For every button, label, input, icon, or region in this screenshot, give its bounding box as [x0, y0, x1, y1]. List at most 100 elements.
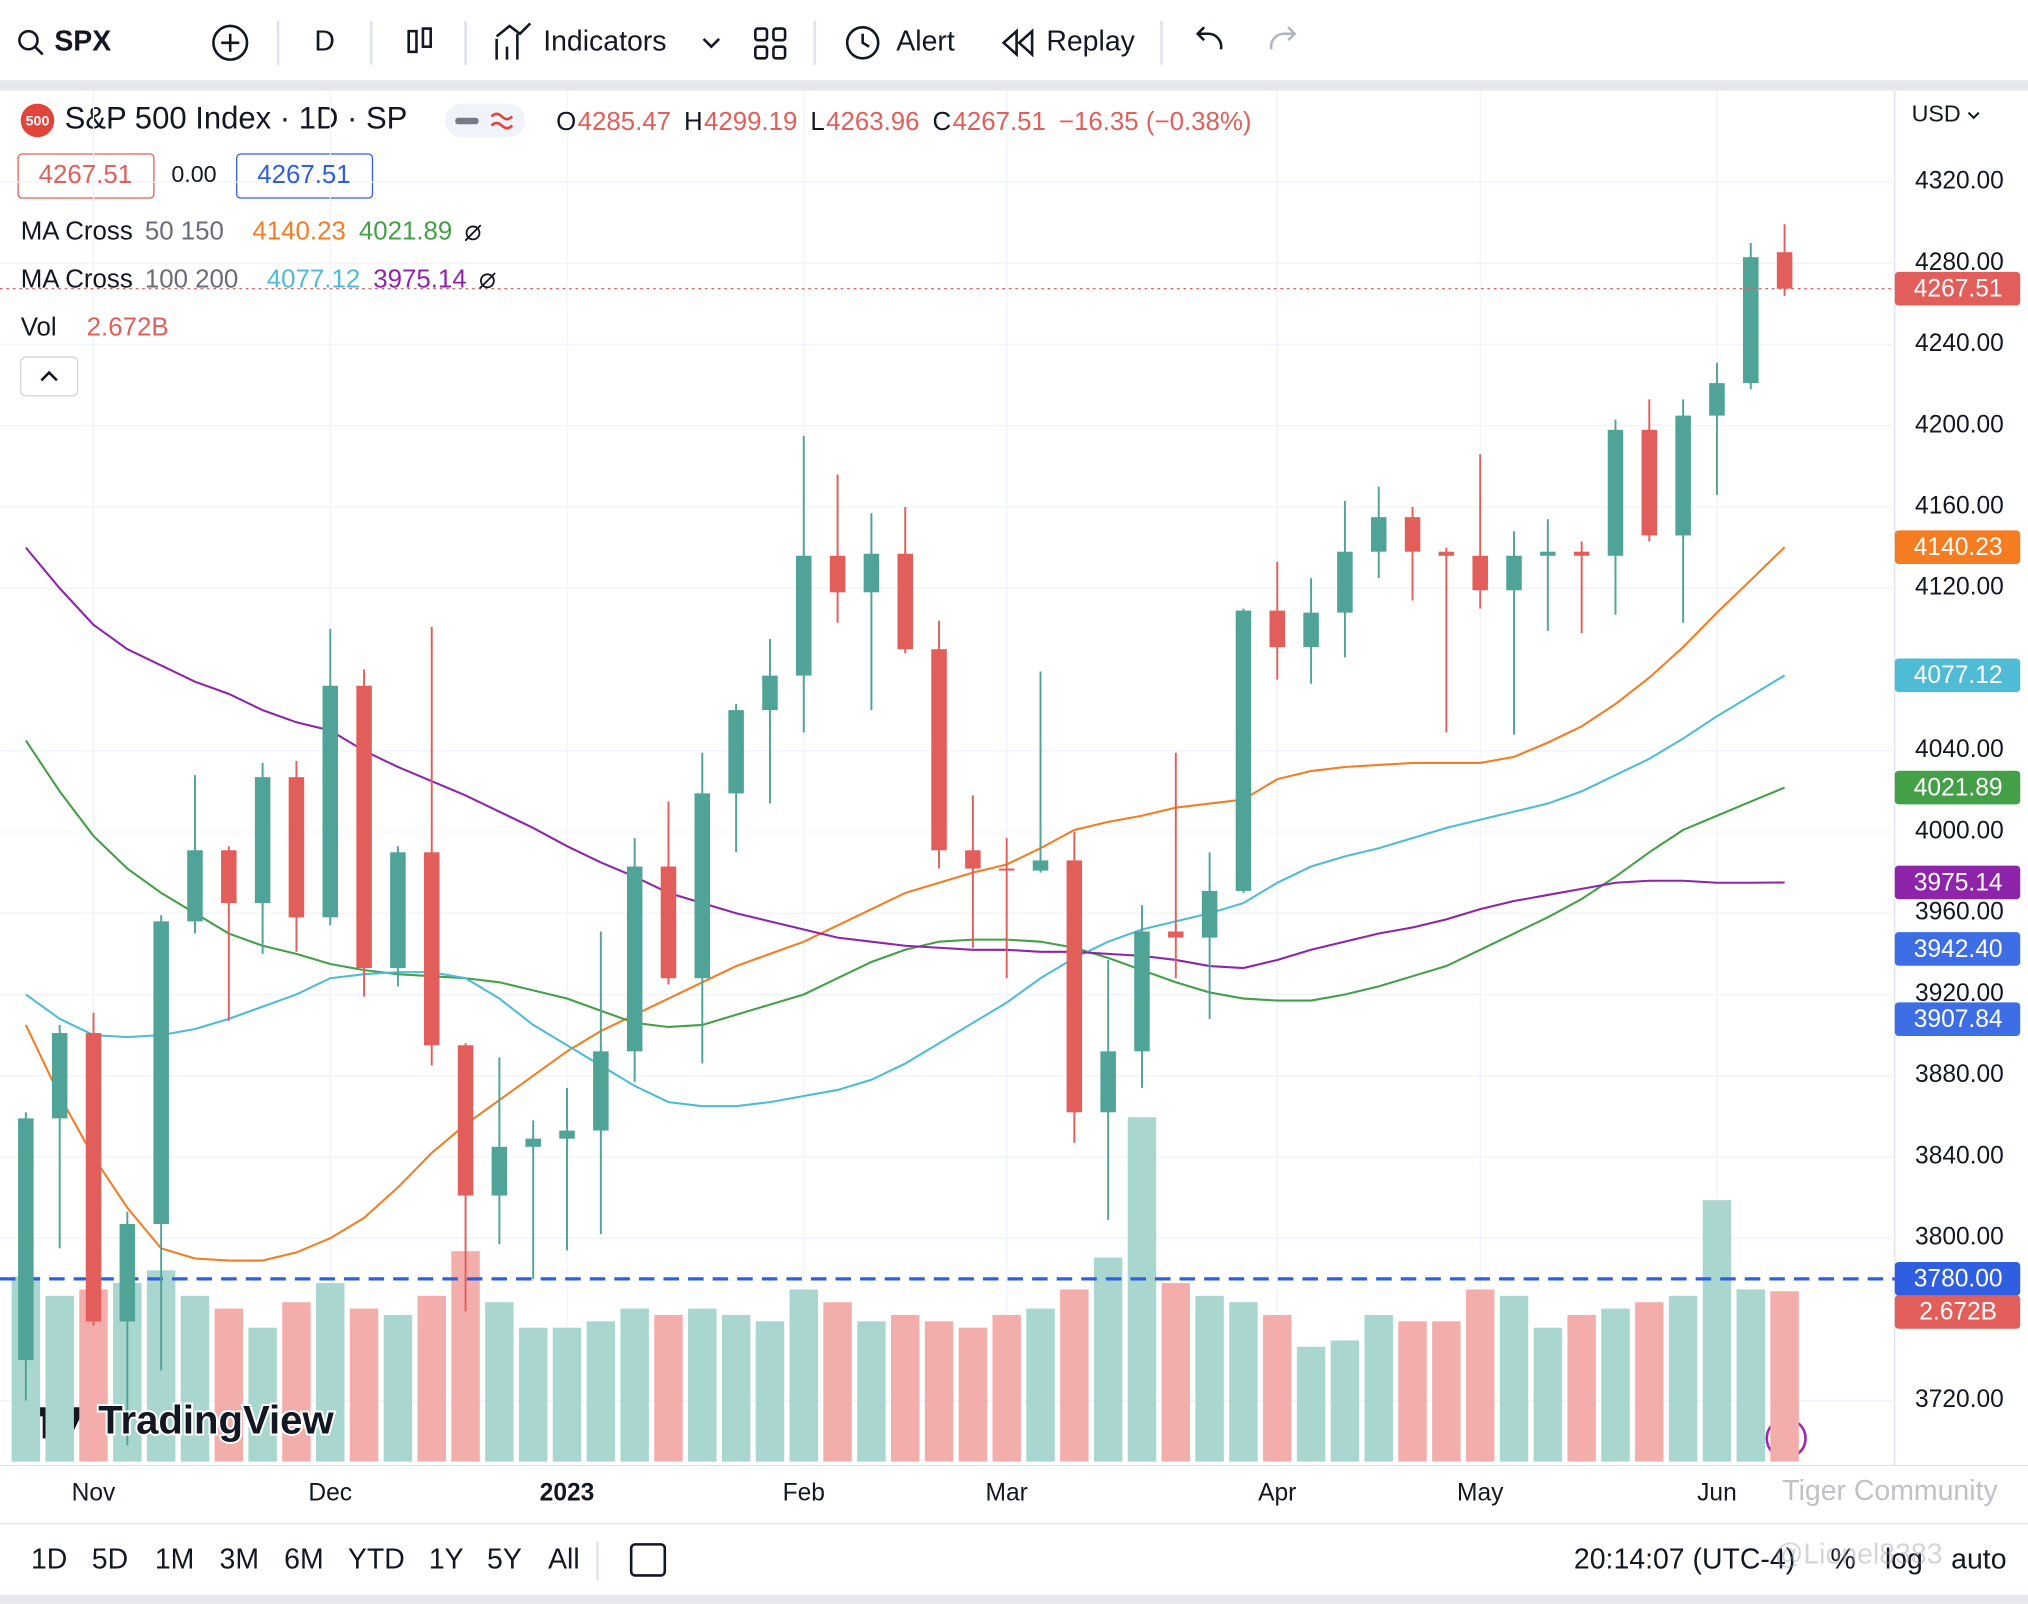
ohlc-label: O: [556, 108, 576, 136]
volume-bar: [1499, 1295, 1529, 1462]
range-button[interactable]: 1D: [31, 1544, 67, 1576]
undo-icon[interactable]: [1195, 26, 1223, 50]
volume-bar: [45, 1295, 74, 1462]
hide-icon: [465, 225, 481, 241]
status-dash: [455, 117, 479, 125]
volume-bar: [1093, 1257, 1123, 1462]
interval[interactable]: D: [314, 25, 335, 57]
volume-bar: [1060, 1289, 1089, 1462]
add-symbol-button[interactable]: [212, 24, 249, 61]
brand: TradingView: [98, 1398, 334, 1442]
price-change: −16.35 (−0.38%): [1059, 108, 1252, 136]
ohlc-label: H: [684, 108, 703, 136]
price-tag-label: 3907.84: [1914, 1006, 2003, 1033]
volume-bar: [1364, 1314, 1393, 1462]
volume-bar: [1601, 1308, 1630, 1462]
replay-icon[interactable]: [1001, 28, 1034, 58]
auto-toggle[interactable]: auto: [1951, 1544, 2006, 1576]
volume-bar: [721, 1314, 751, 1462]
candle-body: [1303, 612, 1319, 648]
range-button[interactable]: 5Y: [487, 1544, 522, 1576]
indicators-chevron[interactable]: [702, 37, 721, 49]
range-button[interactable]: 3M: [220, 1544, 260, 1576]
volume-bar: [383, 1314, 413, 1462]
candle-body: [1776, 252, 1793, 289]
indicators-button[interactable]: Indicators: [543, 25, 666, 57]
range-button[interactable]: All: [548, 1544, 580, 1576]
candle-icon[interactable]: [407, 29, 418, 54]
price-tag-label: 3780.00: [1914, 1266, 2003, 1293]
candle-body: [1100, 1051, 1116, 1113]
toolbar-divider: [0, 80, 2028, 91]
hide-icon: [480, 273, 495, 289]
log-toggle[interactable]: log: [1885, 1544, 1923, 1576]
candle-body: [423, 852, 440, 1046]
range-button[interactable]: 1M: [155, 1544, 195, 1576]
candle-body: [1506, 555, 1522, 591]
ohlc-value: 4267.51: [952, 108, 1045, 136]
volume-bar: [518, 1327, 548, 1462]
price-tag-label: 4267.51: [1914, 275, 2003, 302]
alert-button[interactable]: Alert: [896, 25, 955, 57]
range-button[interactable]: YTD: [348, 1544, 405, 1576]
candle-body: [626, 866, 643, 1052]
volume-bar: [1127, 1117, 1157, 1462]
volume-bar: [654, 1314, 683, 1462]
candle-body: [119, 1223, 136, 1322]
indicator-value: 4077.12: [267, 266, 360, 294]
layout-icon-d: [772, 45, 787, 60]
candle-body: [1675, 415, 1691, 536]
layout-icon-b: [772, 27, 787, 42]
candle-body: [1709, 383, 1725, 416]
price-tag-label: 3975.14: [1914, 869, 2003, 896]
candle-body: [491, 1146, 508, 1196]
price-tag: [1894, 1002, 2021, 1036]
hide-icon-slash: [478, 272, 496, 290]
indicator-value: 4140.23: [252, 218, 345, 246]
volume-bar: [891, 1314, 920, 1462]
symbol[interactable]: SPX: [54, 25, 111, 57]
indicator-value: 3975.14: [373, 266, 466, 294]
indicators-icon[interactable]: [495, 22, 532, 60]
candle-body: [1404, 517, 1421, 552]
price-tag: [1894, 865, 2021, 900]
candle-body: [390, 852, 406, 969]
y-tick-label: 4000.00: [1915, 817, 2004, 844]
x-tick-label: Nov: [72, 1479, 116, 1506]
ohlc-label: C: [932, 108, 951, 136]
candle-body: [18, 1118, 34, 1361]
bid-price: 4267.51: [39, 161, 132, 189]
price-tag: [1894, 530, 2021, 564]
candle-body: [559, 1130, 575, 1139]
toolbar-icons: [18, 20, 1297, 1581]
range-button[interactable]: 6M: [284, 1544, 324, 1576]
x-tick-label: Feb: [783, 1479, 825, 1506]
candle-body: [1370, 517, 1387, 552]
date-range-icon[interactable]: [629, 1543, 667, 1577]
legend-collapse[interactable]: [20, 356, 79, 397]
y-tick-label: 4160.00: [1915, 493, 2004, 520]
moving-average-line: [25, 546, 1785, 970]
replay-button[interactable]: Replay: [1046, 25, 1135, 57]
price-tag: [1894, 770, 2021, 805]
x-tick-label: Jun: [1697, 1479, 1737, 1506]
indicator-params: 100 200: [145, 266, 238, 294]
range-button[interactable]: 5D: [92, 1544, 128, 1576]
currency-chevron[interactable]: [1967, 111, 1980, 120]
percent-toggle[interactable]: %: [1830, 1544, 1855, 1576]
candle-body: [1540, 551, 1556, 556]
price-tag: [1894, 1262, 2021, 1296]
range-button[interactable]: 1Y: [429, 1544, 464, 1576]
indicator-params: 50 150: [145, 218, 224, 246]
price-tag-label: 4140.23: [1914, 534, 2003, 561]
symbol-logo-text: 500: [26, 113, 50, 129]
candle-body: [1269, 610, 1286, 648]
search-icon[interactable]: [18, 29, 39, 51]
currency[interactable]: USD: [1912, 100, 1961, 126]
redo-icon[interactable]: [1269, 26, 1297, 50]
alert-icon[interactable]: [845, 25, 880, 60]
volume-bar: [992, 1314, 1021, 1462]
collapse-chevron[interactable]: [40, 370, 58, 382]
status-wave: [490, 112, 514, 130]
layout-icon[interactable]: [754, 27, 769, 42]
